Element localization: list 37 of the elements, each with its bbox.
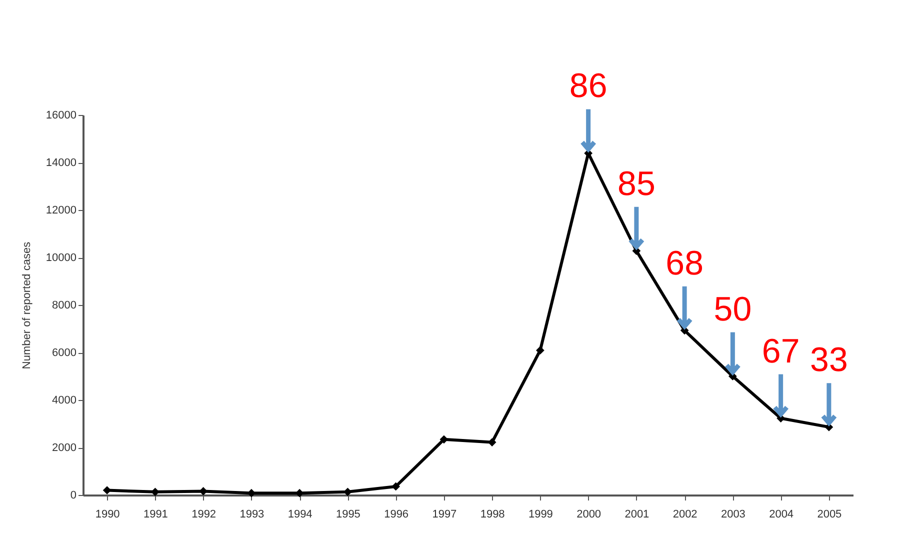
x-tick-label: 2004 <box>769 508 794 520</box>
point <box>199 487 208 496</box>
y-tick-label: 14000 <box>46 157 76 169</box>
point <box>392 482 400 491</box>
x-tick-label: 1994 <box>288 508 312 520</box>
x-tick-label: 1999 <box>528 508 553 520</box>
x-tick-label: 1997 <box>432 508 457 520</box>
annotation: 86 <box>569 67 608 106</box>
y-tick-label: 8000 <box>52 300 76 312</box>
y-tick-label: 16000 <box>46 110 76 122</box>
x-tick-label: 2003 <box>720 508 746 520</box>
x-tick-label: 1998 <box>480 508 505 520</box>
point <box>151 488 160 496</box>
point <box>536 346 544 355</box>
x-tick-label: 2002 <box>672 508 698 520</box>
y-tick-label: 10000 <box>46 252 76 264</box>
annotation: 67 <box>762 332 800 370</box>
y-tick-label: 0 <box>70 490 76 502</box>
point <box>344 488 352 496</box>
x-tick-label: 2005 <box>817 508 842 520</box>
annotation: 50 <box>714 290 752 328</box>
x-tick-label: 1991 <box>143 508 168 520</box>
y-tick-label: 2000 <box>52 442 76 454</box>
y-tick-label: 12000 <box>46 204 76 216</box>
annotation: 85 <box>618 164 656 203</box>
y-tick-label: 6000 <box>52 347 76 359</box>
x-tick-label: 1996 <box>384 508 409 520</box>
y-tick-label: 4000 <box>52 394 76 406</box>
annotation: 68 <box>666 244 704 282</box>
x-tick-label: 1993 <box>240 508 264 520</box>
x-tick-label: 2001 <box>624 508 650 520</box>
x-tick-label: 1990 <box>95 508 120 520</box>
y-axis-title: Number of reported cases <box>20 241 33 370</box>
x-tick-label: 1995 <box>336 508 360 520</box>
x-tick-label: 2000 <box>576 508 602 520</box>
x-tick-label: 1992 <box>192 508 216 520</box>
annotation: 33 <box>810 341 848 380</box>
